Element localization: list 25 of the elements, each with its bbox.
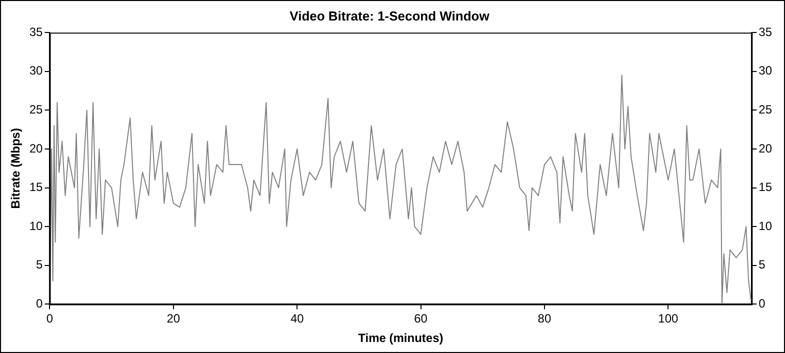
x-tick-label: 20 [166, 312, 180, 326]
x-tick-label: 80 [538, 312, 552, 326]
y-tick-label: 0 [36, 296, 44, 311]
x-tick-label: 100 [658, 312, 678, 326]
y2-tick-label: 20 [758, 141, 772, 156]
y-axis-title: Bitrate (Mbps) [8, 128, 23, 209]
y-tick-label: 5 [36, 258, 44, 272]
y2-tick-label: 25 [758, 102, 772, 117]
y2-tick-label: 0 [758, 296, 766, 311]
y-tick-label: 35 [29, 24, 44, 39]
x-tick-label: 0 [46, 312, 54, 326]
y2-tick-label: 15 [758, 180, 772, 194]
x-axis-title: Time (minutes) [358, 331, 444, 346]
y-tick-label: 15 [29, 180, 44, 194]
chart-title: Video Bitrate: 1-Second Window [290, 8, 490, 24]
y2-tick-label: 35 [758, 24, 772, 39]
x-tick-label: 40 [290, 312, 304, 326]
y-tick-label: 10 [29, 218, 44, 233]
x-tick-label: 60 [414, 312, 428, 326]
y2-tick-label: 5 [758, 258, 766, 272]
y-tick-label: 30 [29, 64, 44, 78]
y2-tick-label: 30 [758, 64, 772, 78]
y2-tick-label: 10 [758, 218, 772, 233]
y-tick-label: 20 [29, 141, 44, 156]
y-tick-label: 25 [29, 102, 44, 117]
